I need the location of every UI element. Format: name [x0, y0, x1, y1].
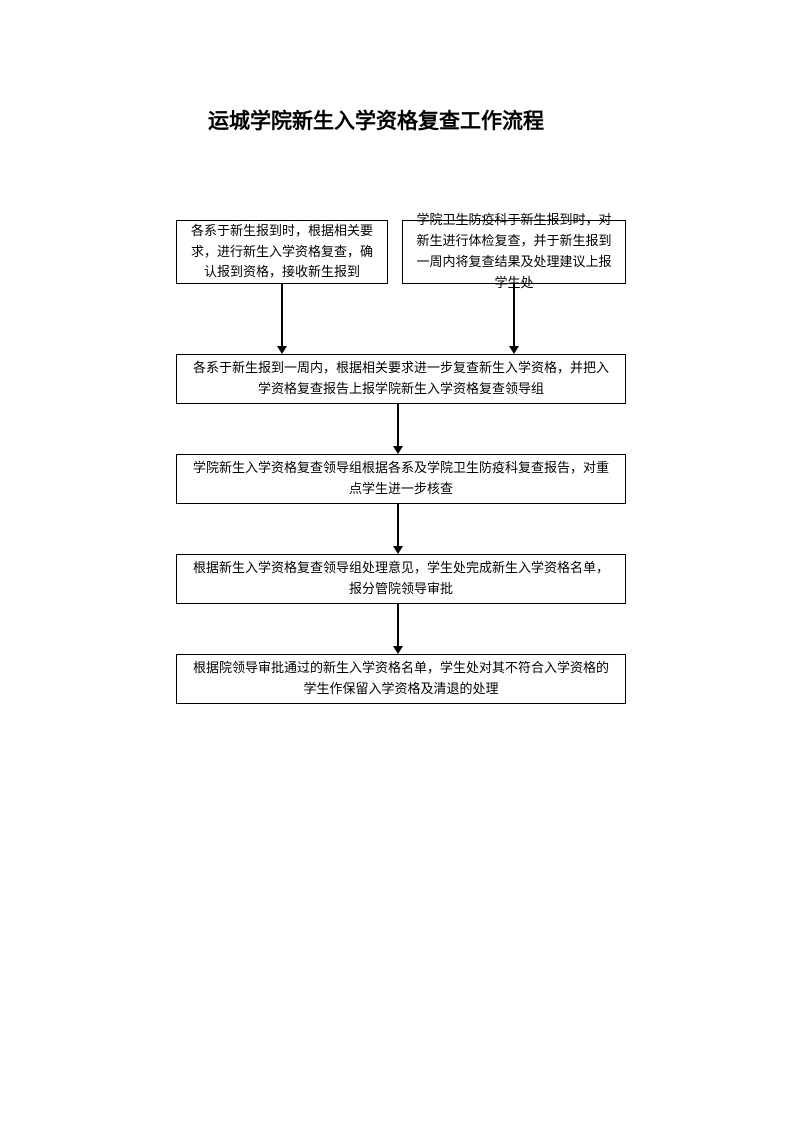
flow-node-n5: 根据新生入学资格复查领导组处理意见，学生处完成新生入学资格名单，报分管院领导审批: [176, 554, 626, 604]
flow-node-n2: 学院卫生防疫科于新生报到时，对新生进行体检复查，并于新生报到一周内将复查结果及处…: [402, 220, 626, 284]
arrow-head-1: [509, 346, 519, 354]
flow-node-n6: 根据院领导审批通过的新生入学资格名单，学生处对其不符合入学资格的学生作保留入学资…: [176, 654, 626, 704]
arrow-head-2: [393, 446, 403, 454]
arrow-line-1: [513, 284, 515, 346]
arrow-line-0: [281, 284, 283, 346]
arrow-line-2: [397, 404, 399, 446]
flow-node-n4: 学院新生入学资格复查领导组根据各系及学院卫生防疫科复查报告，对重点学生进一步核查: [176, 454, 626, 504]
arrow-head-4: [393, 646, 403, 654]
arrow-head-3: [393, 546, 403, 554]
arrow-line-3: [397, 504, 399, 546]
flow-node-n3: 各系于新生报到一周内，根据相关要求进一步复查新生入学资格，并把入学资格复查报告上…: [176, 354, 626, 404]
page-title: 运城学院新生入学资格复查工作流程: [208, 105, 544, 135]
flow-node-n1: 各系于新生报到时，根据相关要求，进行新生入学资格复查，确认报到资格，接收新生报到: [176, 220, 388, 284]
arrow-line-4: [397, 604, 399, 646]
arrow-head-0: [277, 346, 287, 354]
